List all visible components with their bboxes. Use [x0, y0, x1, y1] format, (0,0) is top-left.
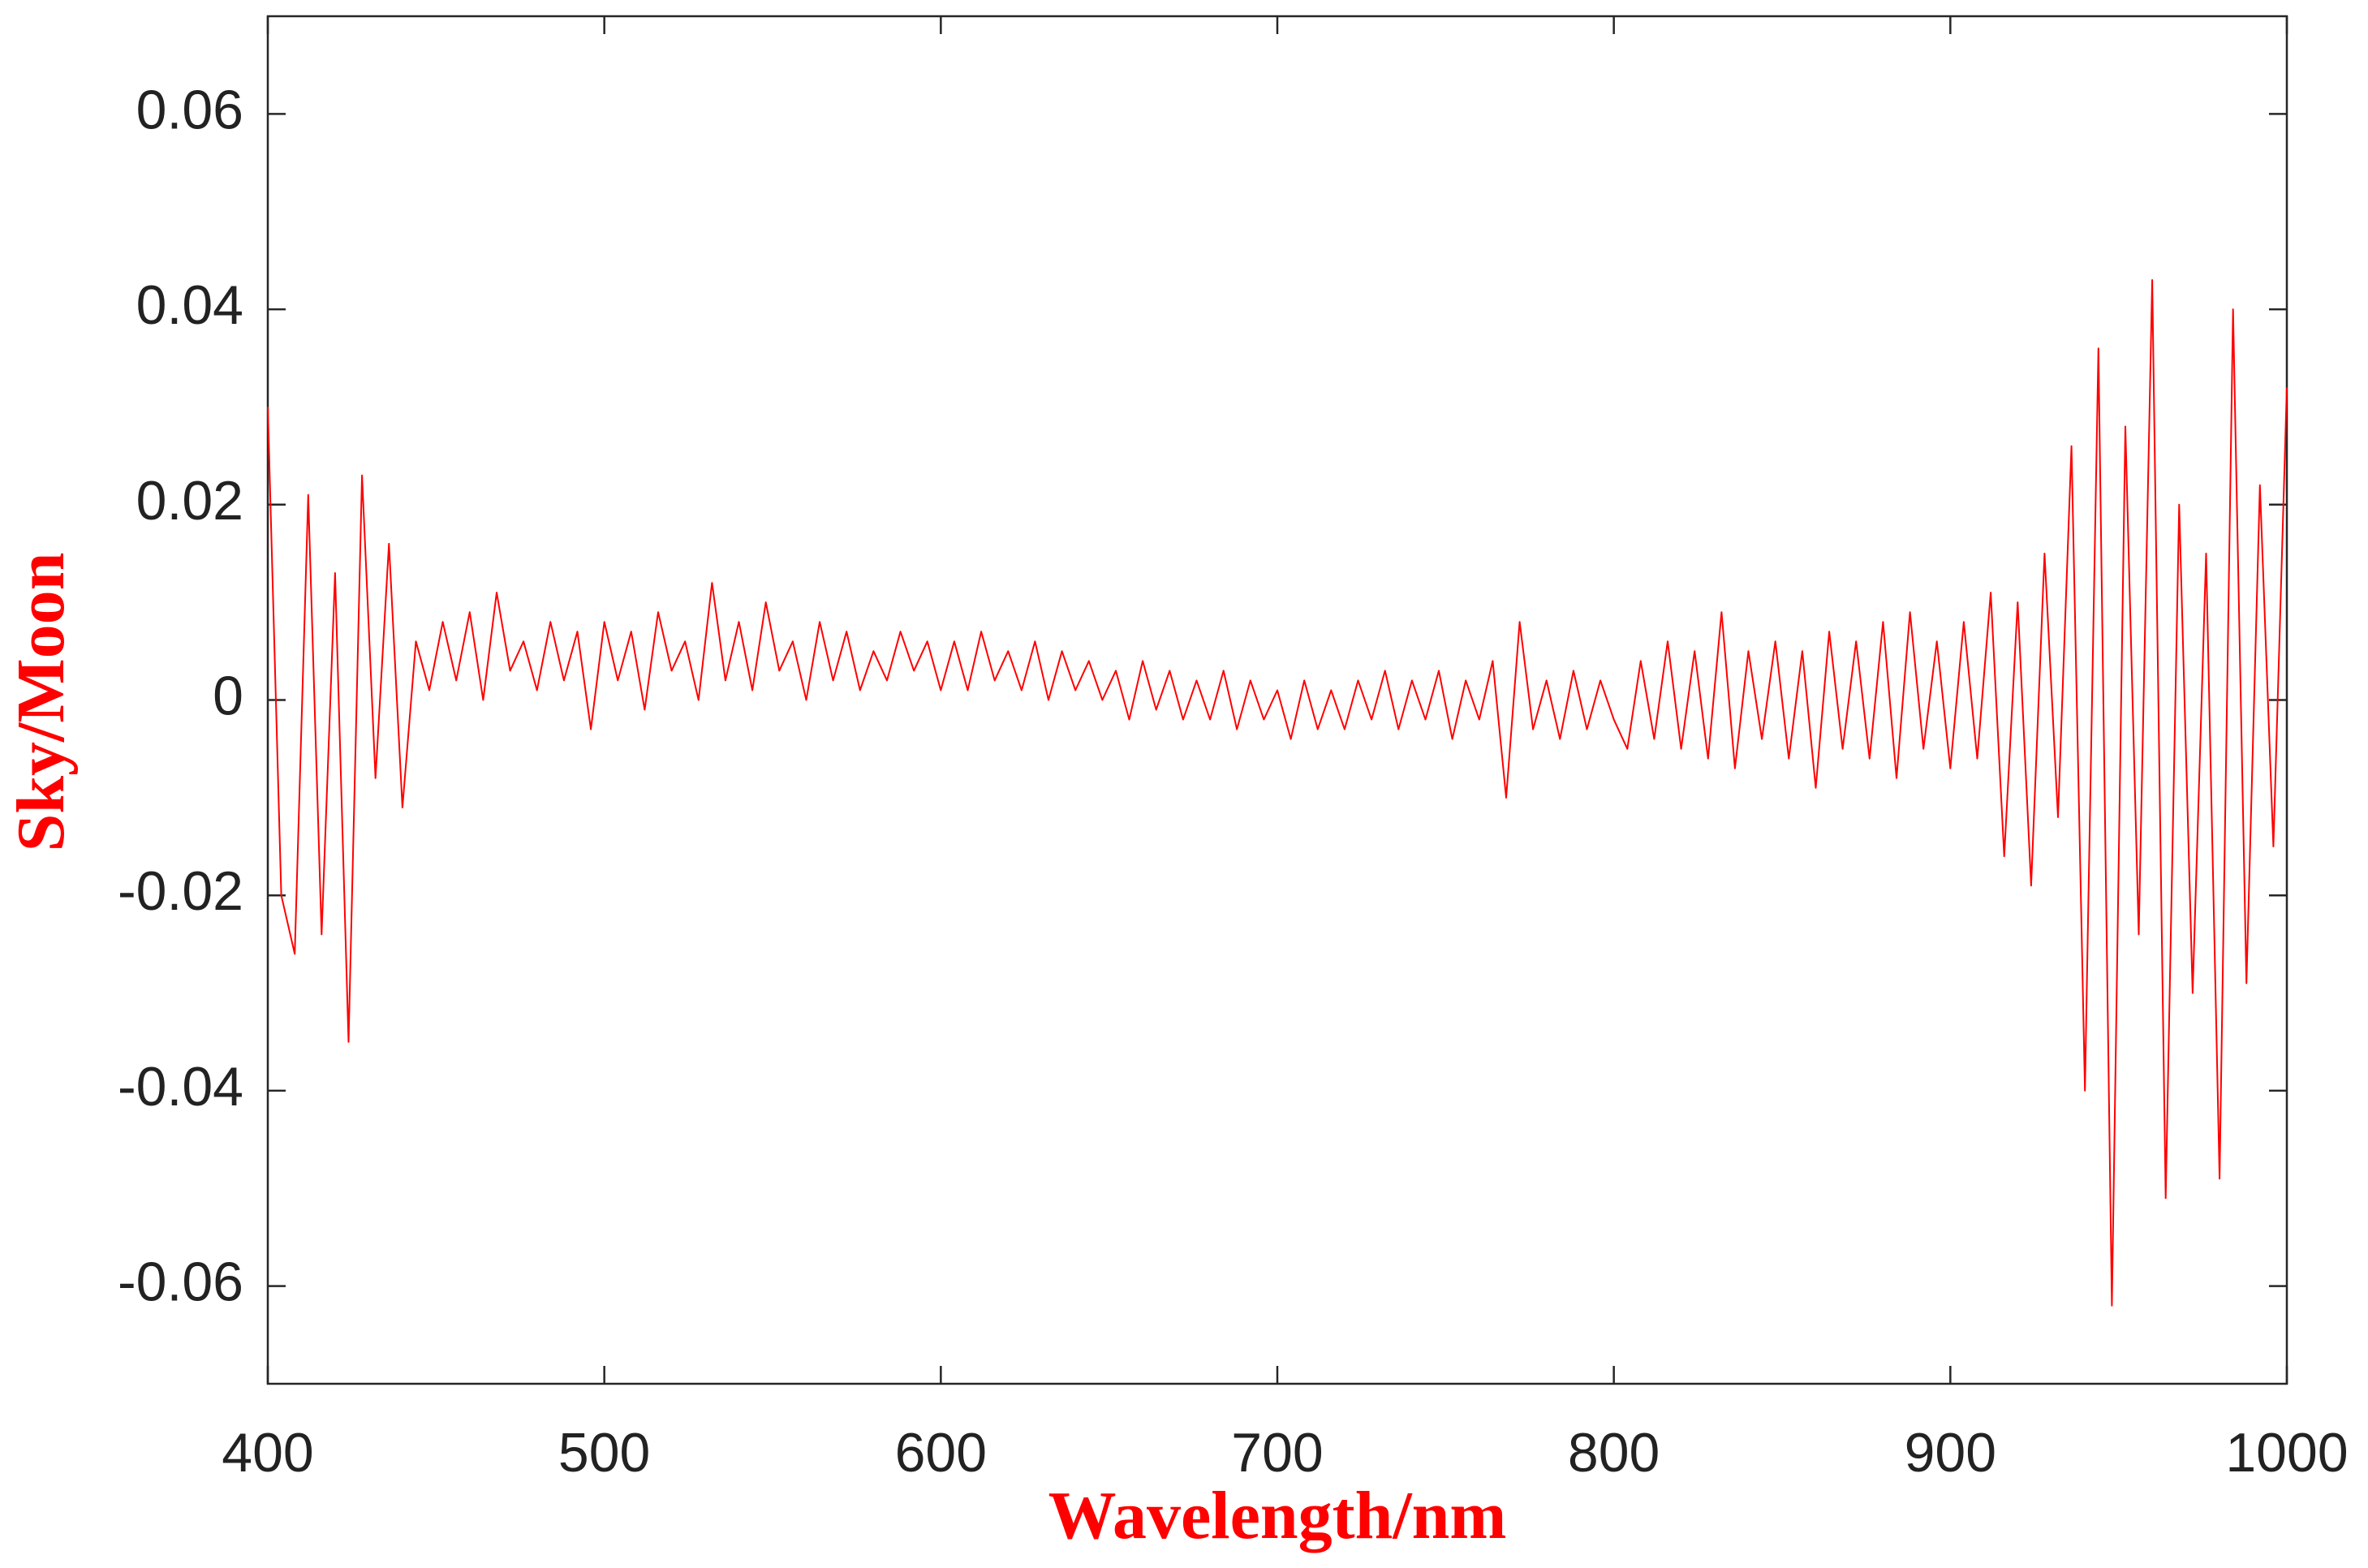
- x-tick-label: 700: [1231, 1422, 1323, 1484]
- y-tick-label: -0.04: [118, 1056, 243, 1118]
- x-tick-label: 500: [558, 1422, 650, 1484]
- x-tick-label: 800: [1568, 1422, 1660, 1484]
- x-tick-label: 1000: [2225, 1422, 2348, 1484]
- plot-frame: [266, 15, 2288, 1385]
- y-tick-label: 0.04: [136, 274, 243, 336]
- data-line: [267, 279, 2288, 1307]
- y-axis-label: Sky/Moon: [3, 553, 79, 852]
- y-tick-label: 0.02: [136, 470, 243, 532]
- y-tick-label: -0.02: [118, 860, 243, 922]
- y-tick-label: -0.06: [118, 1251, 243, 1313]
- y-tick-label: 0: [213, 665, 243, 726]
- y-tick-label: 0.06: [136, 79, 243, 140]
- x-tick-label: 400: [222, 1422, 313, 1484]
- x-tick-label: 600: [895, 1422, 987, 1484]
- x-axis-label: Wavelength/nm: [1048, 1478, 1507, 1553]
- x-tick-label: 900: [1905, 1422, 1996, 1484]
